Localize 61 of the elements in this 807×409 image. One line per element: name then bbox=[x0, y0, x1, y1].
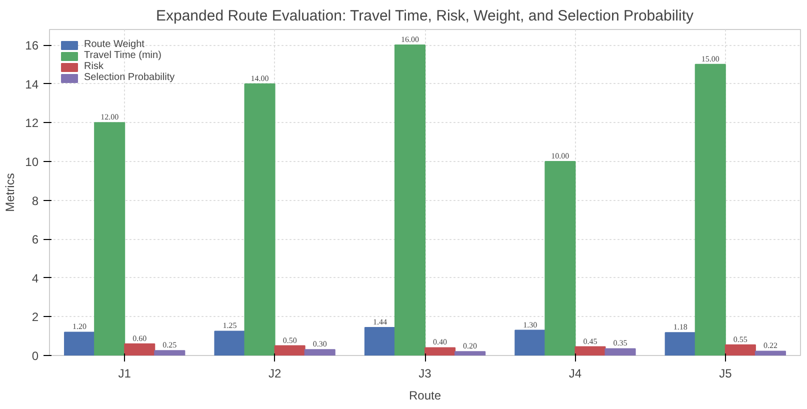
bar bbox=[514, 330, 546, 356]
data-label: 1.30 bbox=[523, 320, 538, 330]
data-label: 1.18 bbox=[673, 322, 688, 332]
x-tick-label: J3 bbox=[418, 366, 432, 380]
bar bbox=[364, 327, 396, 356]
y-tick-label: 16 bbox=[25, 38, 39, 53]
bar bbox=[244, 83, 276, 356]
y-axis-title: Metrics bbox=[3, 173, 18, 212]
data-label: 10.00 bbox=[551, 151, 570, 160]
bar bbox=[604, 348, 636, 356]
data-label: 1.44 bbox=[372, 318, 387, 327]
data-label: 0.22 bbox=[763, 341, 778, 350]
bar bbox=[94, 122, 126, 356]
bar bbox=[124, 343, 156, 356]
data-label: 16.00 bbox=[400, 35, 419, 44]
chart-title: Expanded Route Evaluation: Travel Time, Risk, Weight, and Selection Probability bbox=[156, 8, 694, 24]
x-tick-label: J1 bbox=[118, 366, 132, 380]
bar bbox=[154, 350, 186, 356]
bar bbox=[274, 345, 306, 356]
bar bbox=[544, 160, 576, 356]
bar bbox=[424, 347, 456, 356]
legend-label: Risk bbox=[84, 61, 104, 72]
bar bbox=[574, 346, 606, 356]
x-tick-label: J4 bbox=[568, 366, 582, 380]
bar bbox=[214, 330, 246, 356]
data-label: 15.00 bbox=[701, 54, 720, 64]
data-label: 0.50 bbox=[282, 336, 297, 345]
legend-label: Route Weight bbox=[84, 39, 144, 50]
data-label: 1.25 bbox=[222, 321, 237, 330]
data-label: 0.30 bbox=[312, 340, 327, 349]
x-axis-title: Route bbox=[408, 388, 442, 402]
legend-label: Selection Probability bbox=[84, 72, 175, 83]
bar bbox=[454, 351, 486, 356]
y-tick-label: 2 bbox=[32, 310, 39, 324]
data-label: 0.25 bbox=[162, 340, 177, 350]
data-label: 0.60 bbox=[132, 334, 147, 343]
data-label: 12.00 bbox=[100, 112, 119, 122]
data-label: 0.40 bbox=[433, 338, 448, 347]
bar bbox=[64, 332, 96, 356]
y-tick-label: 0 bbox=[32, 349, 39, 363]
data-label: 0.45 bbox=[583, 336, 598, 346]
bar bbox=[694, 64, 726, 356]
bar bbox=[304, 349, 336, 356]
bar bbox=[394, 44, 426, 356]
data-label: 0.20 bbox=[463, 342, 478, 351]
y-tick-label: 10 bbox=[25, 154, 39, 169]
legend-label: Travel Time (min) bbox=[84, 50, 162, 61]
y-tick-label: 12 bbox=[25, 116, 39, 130]
data-label: 14.00 bbox=[250, 74, 269, 83]
bar bbox=[664, 332, 696, 356]
data-label: 1.20 bbox=[72, 322, 87, 332]
y-tick-label: 8 bbox=[32, 194, 39, 208]
y-tick-label: 6 bbox=[32, 232, 39, 247]
data-label: 0.55 bbox=[733, 334, 748, 344]
data-label: 0.35 bbox=[613, 338, 628, 348]
y-tick-label: 4 bbox=[32, 271, 39, 286]
x-tick-label: J5 bbox=[719, 366, 732, 380]
y-tick-label: 14 bbox=[25, 77, 39, 92]
x-tick-label: J2 bbox=[268, 366, 282, 380]
bar bbox=[724, 344, 756, 356]
bar bbox=[754, 350, 786, 356]
